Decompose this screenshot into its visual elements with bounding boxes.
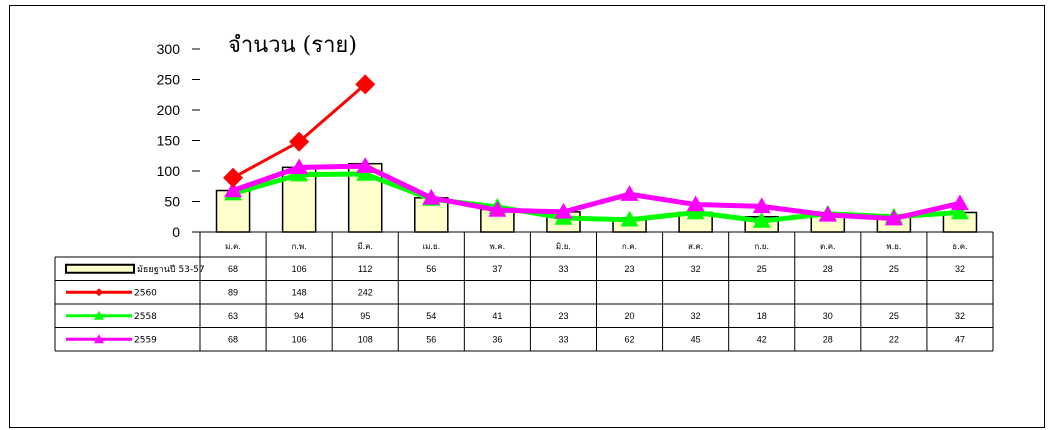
table-cell-value: 25 (889, 264, 899, 274)
point-2560 (355, 74, 376, 95)
table-cell-value: 25 (889, 311, 899, 321)
category-label: ก.ย. (754, 242, 769, 251)
table-cell-value: 89 (228, 287, 238, 297)
legend-key-marker (94, 334, 104, 344)
table-cell-value: 108 (358, 334, 373, 344)
y-tick-label: 150 (157, 133, 181, 149)
point-2559 (488, 201, 507, 217)
category-label: ส.ค. (688, 242, 703, 251)
table-cell-value: 25 (757, 264, 767, 274)
table-cell-value: 94 (294, 311, 304, 321)
point-2559 (818, 205, 837, 222)
table-cell-value: 68 (228, 334, 238, 344)
category-label: ก.ค. (622, 242, 637, 251)
y-tick-label: 300 (157, 41, 181, 57)
category-label: ม.ค. (225, 242, 241, 251)
legend-label: 2558 (134, 312, 157, 322)
point-2559 (752, 197, 771, 214)
table-cell-value: 36 (492, 334, 502, 344)
table-cell-value: 68 (228, 264, 238, 274)
table-cell-value: 56 (426, 264, 436, 274)
table-cell-value: 106 (292, 334, 307, 344)
table-cell-value: 41 (492, 311, 502, 321)
category-label: ต.ค. (820, 242, 836, 251)
point-2560 (223, 167, 244, 188)
point-2559 (554, 202, 573, 219)
point-2558 (356, 165, 375, 181)
category-label: เม.ย. (422, 242, 440, 251)
table-cell-value: 32 (691, 264, 701, 274)
table-cell-value: 30 (823, 311, 833, 321)
table-cell-value: 28 (823, 334, 833, 344)
table-cell-value: 32 (955, 311, 965, 321)
legend-key-marker (95, 288, 103, 297)
table-cell-value: 95 (360, 311, 370, 321)
y-tick-label: 200 (157, 102, 181, 118)
legend-label: 2559 (134, 335, 157, 345)
series-line-2559 (232, 163, 961, 222)
table-cell-value: 62 (625, 334, 635, 344)
table-cell-value: 47 (955, 334, 965, 344)
point-2559 (620, 185, 639, 201)
table-cell-value: 242 (358, 287, 373, 297)
y-tick-label: 250 (157, 72, 181, 88)
table-cell-value: 33 (558, 334, 568, 344)
y-axis: 0 50 100 150 200 250 300 (157, 41, 200, 240)
table-cell-value: 148 (292, 287, 307, 297)
point-2558 (620, 210, 639, 227)
table-cell-value: 32 (691, 311, 701, 321)
legend-key-bar (65, 263, 135, 274)
point-2559 (290, 158, 309, 175)
category-label: มี.ค. (357, 242, 373, 251)
chart-title: จำนวน (ราย) (228, 33, 357, 58)
point-2558 (950, 203, 969, 220)
table-cell-value: 28 (823, 264, 833, 274)
point-2560 (289, 131, 310, 152)
point-2558 (686, 203, 705, 220)
table-cell-value: 23 (558, 311, 568, 321)
category-label: มิ.ย. (556, 242, 571, 251)
category-label: ก.พ. (292, 242, 307, 251)
table-cell-value: 20 (625, 311, 635, 321)
y-tick-label: 100 (157, 163, 181, 179)
point-2559 (422, 188, 441, 205)
table-cell-value: 32 (955, 264, 965, 274)
point-2559 (356, 157, 375, 173)
point-2559 (884, 209, 903, 226)
table-cell-value: 33 (558, 264, 568, 274)
y-tick-label: 0 (172, 224, 180, 240)
table-cell-value: 42 (757, 334, 767, 344)
table-cell-value: 18 (757, 311, 767, 321)
table-cell-value: 45 (691, 334, 701, 344)
legend-key-marker (94, 310, 104, 320)
table-cell-value: 23 (625, 264, 635, 274)
lines-group (223, 74, 969, 228)
table-cell-value: 37 (492, 264, 502, 274)
category-label: พ.ย. (886, 242, 901, 251)
data-table: ม.ค. ก.พ. มี.ค. เม.ย. พ.ค. มิ.ย. ก.ค. ส.ค. ก.ย. ต… (54, 231, 994, 352)
legend-label: 2560 (134, 288, 157, 298)
table-cell-value: 63 (228, 311, 238, 321)
table-cell-value: 22 (889, 334, 899, 344)
table-cell-value: 106 (292, 264, 307, 274)
table-cell-value: 54 (426, 311, 436, 321)
point-2559 (686, 195, 705, 212)
table-cell-value: 112 (358, 264, 372, 274)
point-2558 (752, 212, 771, 228)
y-tick-label: 50 (164, 194, 180, 210)
table-cell-value: 56 (426, 334, 436, 344)
point-2559 (950, 194, 969, 211)
legend-label: มัธยฐานปี 53-57 (137, 264, 205, 275)
category-label: ธ.ค. (952, 242, 967, 251)
point-2559 (224, 181, 243, 198)
category-label: พ.ค. (490, 242, 506, 251)
